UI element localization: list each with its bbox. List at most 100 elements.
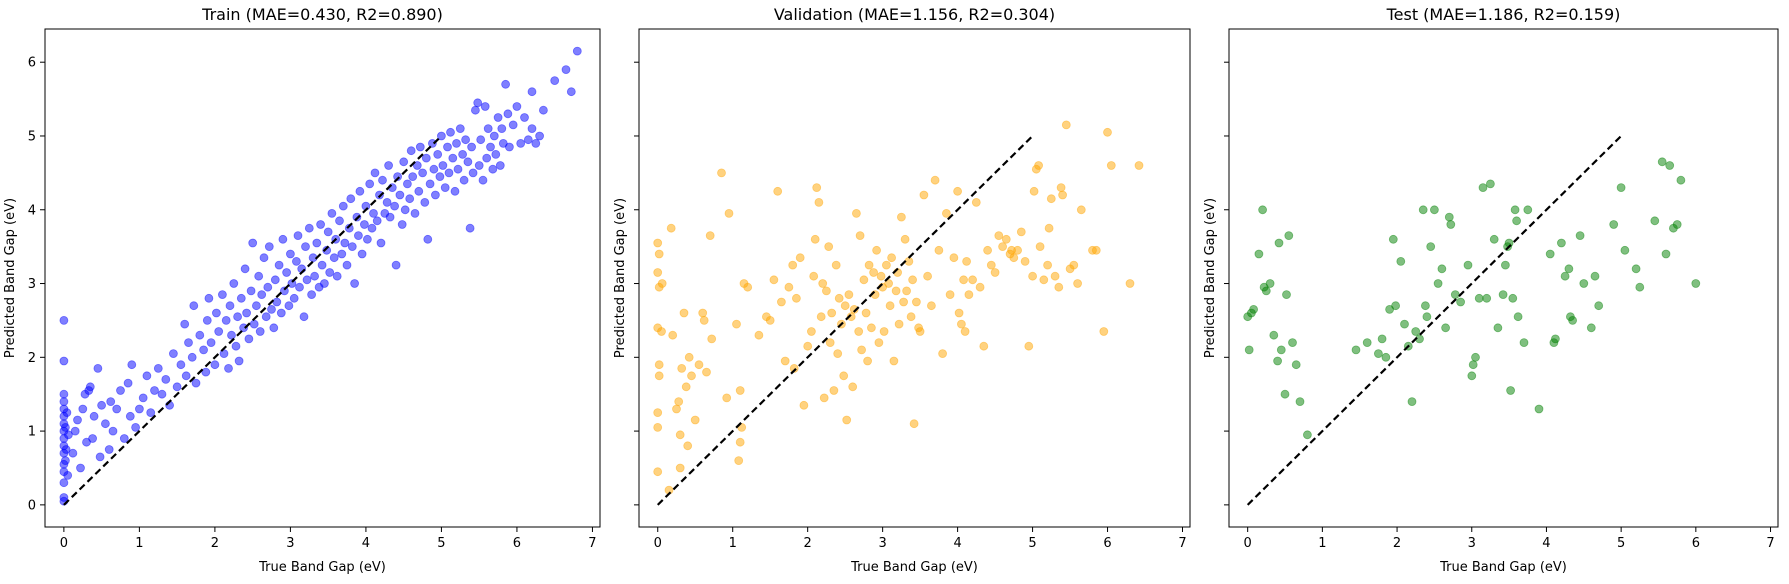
data-point: [897, 212, 906, 222]
data-point: [61, 422, 70, 432]
x-tick-label: 6: [513, 536, 521, 551]
data-point: [495, 161, 505, 170]
data-point: [1411, 327, 1421, 336]
data-point: [833, 349, 843, 359]
data-point: [654, 249, 664, 259]
data-point: [1265, 279, 1275, 288]
panel-title: Validation (MAE=1.156, R2=0.304): [774, 5, 1055, 24]
data-point: [307, 290, 317, 300]
data-point: [1029, 186, 1039, 196]
data-point: [1478, 183, 1488, 193]
data-point: [425, 179, 435, 189]
data-point: [359, 220, 369, 229]
data-point: [887, 253, 896, 263]
data-point: [465, 223, 475, 233]
data-point: [512, 102, 522, 111]
data-point: [104, 445, 114, 454]
data-point: [1665, 161, 1675, 170]
data-point: [504, 142, 514, 152]
data-point: [681, 382, 691, 392]
data-point: [259, 253, 269, 263]
data-point: [527, 124, 537, 134]
data-point: [1564, 264, 1574, 274]
data-point: [199, 345, 209, 355]
data-point: [1691, 279, 1701, 288]
data-point: [187, 352, 197, 362]
data-point: [497, 124, 507, 134]
data-point: [337, 249, 347, 259]
data-point: [119, 434, 129, 443]
data-point: [1545, 249, 1555, 259]
data-point: [654, 371, 664, 381]
data-point: [1034, 161, 1043, 170]
data-point: [444, 168, 454, 178]
x-tick-label: 0: [1244, 536, 1252, 551]
data-point: [357, 249, 367, 259]
data-point: [864, 260, 874, 270]
data-point: [304, 223, 314, 233]
x-tick-label: 3: [1468, 536, 1476, 551]
data-point: [653, 408, 663, 418]
x-axis-label: True Band Gap (eV): [1439, 560, 1567, 575]
data-point: [131, 422, 141, 432]
data-point: [63, 470, 73, 480]
data-point: [267, 304, 276, 314]
data-point: [773, 186, 783, 196]
data-point: [520, 113, 529, 122]
data-point: [687, 371, 696, 381]
data-point: [1471, 352, 1480, 362]
scatter-points: [653, 120, 1144, 506]
data-point: [855, 231, 865, 241]
data-point: [146, 408, 156, 418]
data-point: [489, 131, 499, 141]
data-point: [340, 238, 350, 248]
data-point: [480, 102, 490, 111]
data-point: [61, 456, 70, 466]
data-point: [1028, 271, 1037, 281]
data-point: [1421, 301, 1430, 311]
data-point: [1274, 238, 1284, 248]
data-point: [478, 175, 488, 185]
data-point: [653, 268, 663, 277]
data-point: [278, 234, 288, 244]
data-point: [483, 124, 493, 134]
data-point: [108, 426, 118, 436]
data-point: [516, 138, 526, 148]
x-tick-label: 7: [1178, 536, 1186, 551]
data-point: [707, 334, 717, 344]
x-tick-label: 6: [1103, 536, 1111, 551]
data-point: [1586, 323, 1596, 333]
data-point: [814, 197, 824, 207]
data-point: [1020, 256, 1030, 266]
data-point: [822, 286, 831, 296]
y-axis-label: Predicted Band Gap (eV): [3, 198, 18, 358]
data-point: [998, 242, 1007, 252]
data-point: [70, 426, 80, 436]
data-point: [1422, 312, 1432, 322]
data-point: [325, 268, 335, 277]
data-point: [816, 312, 826, 322]
data-point: [112, 404, 122, 414]
data-point: [264, 242, 274, 252]
data-point: [861, 308, 871, 318]
y-tick-label: 1: [28, 425, 36, 440]
data-point: [879, 327, 889, 336]
data-point: [224, 363, 233, 373]
data-point: [211, 308, 221, 318]
data-point: [138, 393, 148, 403]
data-point: [722, 393, 732, 403]
data-point: [891, 286, 901, 296]
data-point: [717, 168, 726, 178]
data-point: [329, 253, 339, 263]
data-point: [1099, 327, 1109, 336]
data-point: [327, 208, 337, 218]
data-point: [214, 327, 224, 336]
data-point: [1510, 205, 1520, 215]
data-point: [59, 315, 69, 325]
data-point: [1672, 220, 1682, 229]
data-point: [1498, 290, 1508, 300]
data-point: [859, 275, 869, 285]
data-point: [819, 393, 829, 403]
data-point: [1280, 389, 1290, 399]
data-point: [97, 400, 106, 410]
